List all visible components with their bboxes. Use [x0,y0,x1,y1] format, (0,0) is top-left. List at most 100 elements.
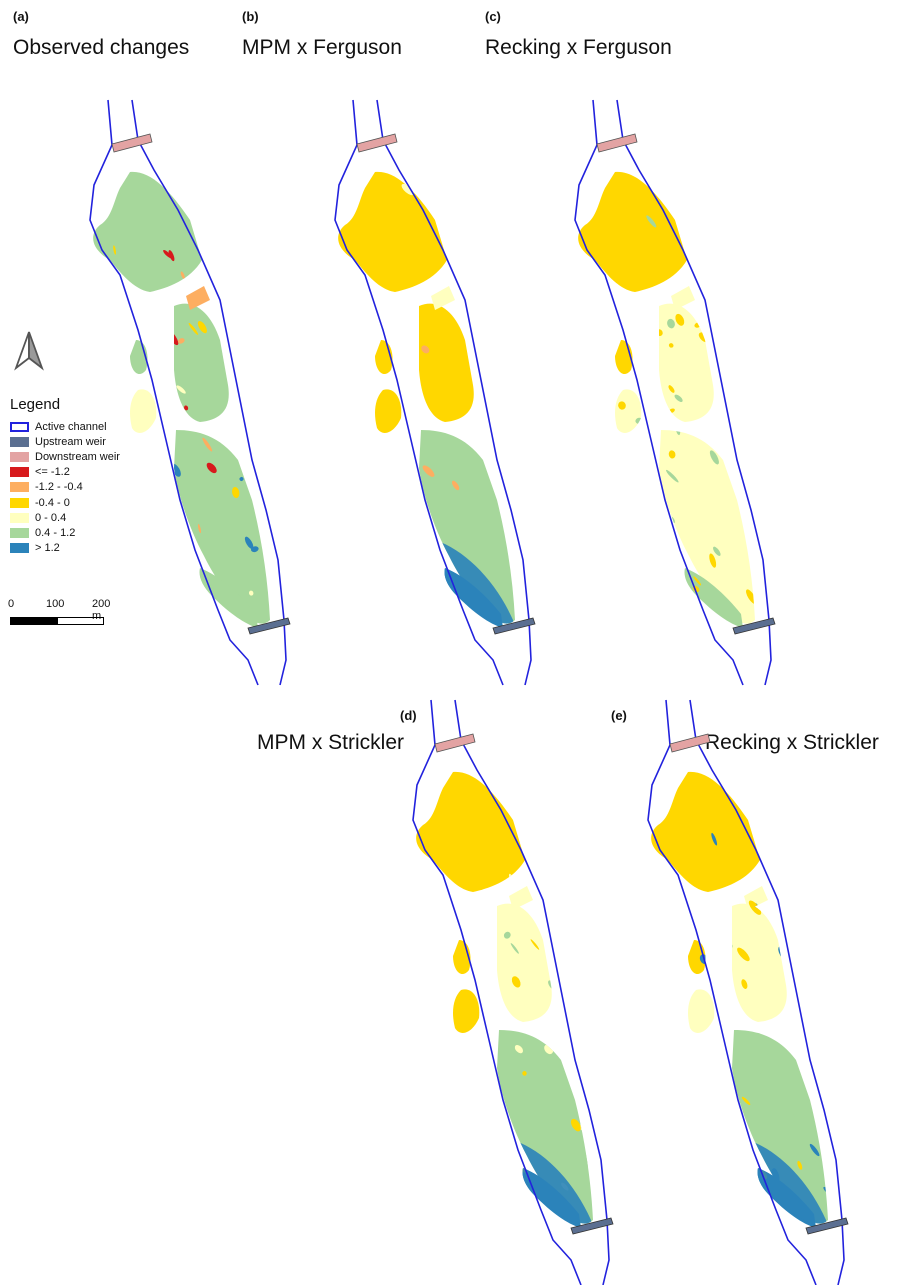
change-patch [373,498,382,507]
change-patch [712,850,720,860]
change-patch [737,235,746,250]
panel-e-title: Recking x Strickler [705,731,879,754]
left-bank-line [412,699,582,1285]
legend-swatch [10,482,29,493]
legend-items: Active channel Upstream weir Downstream we… [10,419,200,556]
change-patch [263,419,270,428]
change-patch [184,405,189,411]
deposition-zone [748,1140,828,1228]
change-patch [674,953,680,959]
change-patch [129,382,136,393]
change-patch [806,941,813,948]
change-patch [597,566,608,582]
change-patch [180,171,187,176]
change-patch [797,1160,803,1170]
change-patch [239,477,244,481]
deposition-zone [435,540,515,628]
change-patch [421,345,430,354]
change-patch [732,423,740,436]
bar-sliver [186,286,210,310]
panel-a-letter: (a) [13,9,29,24]
change-patch [720,1147,725,1154]
change-patch [197,321,207,334]
change-patch [241,453,250,464]
change-patch [458,859,464,866]
change-patch [562,1049,569,1063]
change-patch [206,462,217,474]
change-patch [668,385,675,393]
change-patch [627,524,632,530]
change-patch [373,447,380,455]
bar-lower [659,430,755,624]
change-patch [519,1211,526,1218]
change-patch [450,1114,455,1128]
change-patch [733,184,737,189]
change-patch [781,1104,795,1118]
change-patch [730,251,739,260]
change-patch [361,547,371,559]
bar-middle [174,303,229,422]
change-patch [511,976,521,988]
bar-upper [578,171,687,292]
legend-label: -1.2 - -0.4 [35,481,83,494]
change-patch [191,171,201,181]
legend-swatch [10,512,29,523]
change-patch [96,304,105,313]
change-patch [551,884,560,890]
change-patch [756,1066,763,1074]
scale-label-0: 0 [8,598,15,610]
downstream-weir [596,133,638,153]
change-patch [530,939,540,950]
change-patch [732,382,740,390]
map-mpm-strickler [412,699,614,1285]
change-patch [150,565,161,578]
change-patch [503,931,511,939]
change-patch [585,863,590,872]
right-bank-line [131,99,287,686]
legend-swatch [10,421,29,432]
change-patch [473,1216,479,1222]
scale-bar-track [10,617,104,625]
scale-label-200: 200 m [92,598,111,622]
change-patch [189,206,196,220]
bar-middle [497,903,552,1022]
legend-item: 0 - 0.4 [10,510,200,525]
change-patch [114,296,119,301]
legend-label: 0 - 0.4 [35,511,67,524]
panel-c-letter: (c) [485,9,501,24]
change-patch [100,307,105,314]
change-patch [510,943,519,954]
upstream-weir [805,1217,849,1235]
legend-item: -1.2 - -0.4 [10,480,200,495]
change-patch [819,953,828,961]
change-patch [177,338,185,344]
change-patch [623,486,633,497]
change-patch [425,834,435,844]
change-patch [517,1078,524,1087]
change-patch [814,775,821,783]
change-patch [250,546,259,553]
change-patch [198,213,209,223]
change-patch [706,1119,713,1129]
bar-middle [659,303,714,422]
scale-label-100: 100 [46,598,65,610]
change-patch [495,1189,505,1201]
change-patch [176,385,186,394]
change-patch [590,350,596,358]
scale-bar: 0 100 200 m [8,598,118,634]
change-patch [644,544,657,557]
change-patch [155,377,164,386]
change-patch [748,900,762,915]
legend-item: > 1.2 [10,541,200,556]
legend-item: 0.4 - 1.2 [10,525,200,540]
downstream-weir [669,733,711,753]
legend-title: Legend [10,396,61,413]
change-patch [801,879,810,888]
change-patch [598,476,602,484]
right-bank-line [689,699,845,1285]
panel-b-title: MPM x Ferguson [242,36,402,59]
change-patch [594,377,607,392]
change-patch [506,840,516,856]
upstream-weir [492,617,536,635]
change-patch [197,524,202,534]
